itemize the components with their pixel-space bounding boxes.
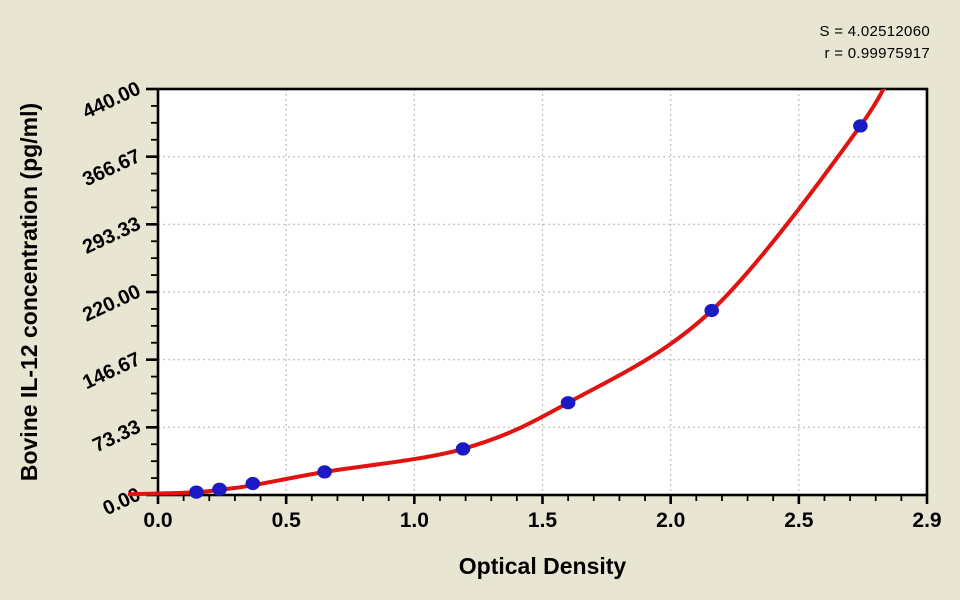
y-tick-label: 146.67	[79, 348, 144, 394]
data-point	[245, 476, 261, 491]
gridlines	[158, 89, 927, 495]
data-point	[455, 442, 471, 456]
y-tick-label: 366.67	[79, 145, 144, 191]
data-point	[189, 485, 204, 499]
y-tick-label: 0.00	[100, 484, 145, 520]
x-tick-label: 1.0	[400, 509, 429, 532]
x-tick-label: 2.0	[656, 509, 685, 532]
fit-statistics: S = 4.02512060 r = 0.99975917	[819, 21, 930, 65]
data-point	[317, 465, 332, 479]
x-axis-title: Optical Density	[458, 553, 627, 579]
data-point	[560, 396, 576, 410]
data-points	[189, 119, 868, 499]
data-point	[212, 482, 227, 496]
x-tick-label: 2.9	[912, 509, 941, 532]
stat-r: r = 0.99975917	[824, 45, 930, 62]
data-point	[853, 119, 868, 133]
y-tick-label: 440.00	[79, 78, 144, 124]
x-tick-label: 1.5	[528, 509, 558, 532]
data-point	[704, 303, 719, 318]
x-tick-label: 0.5	[272, 509, 302, 532]
y-tick-label: 293.33	[79, 213, 144, 259]
y-tick-label: 73.33	[89, 416, 144, 457]
y-tick-label: 220.00	[79, 281, 144, 327]
x-tick-label: 2.5	[784, 509, 814, 532]
x-tick-label: 0.0	[143, 509, 172, 532]
stat-s: S = 4.02512060	[819, 23, 930, 40]
